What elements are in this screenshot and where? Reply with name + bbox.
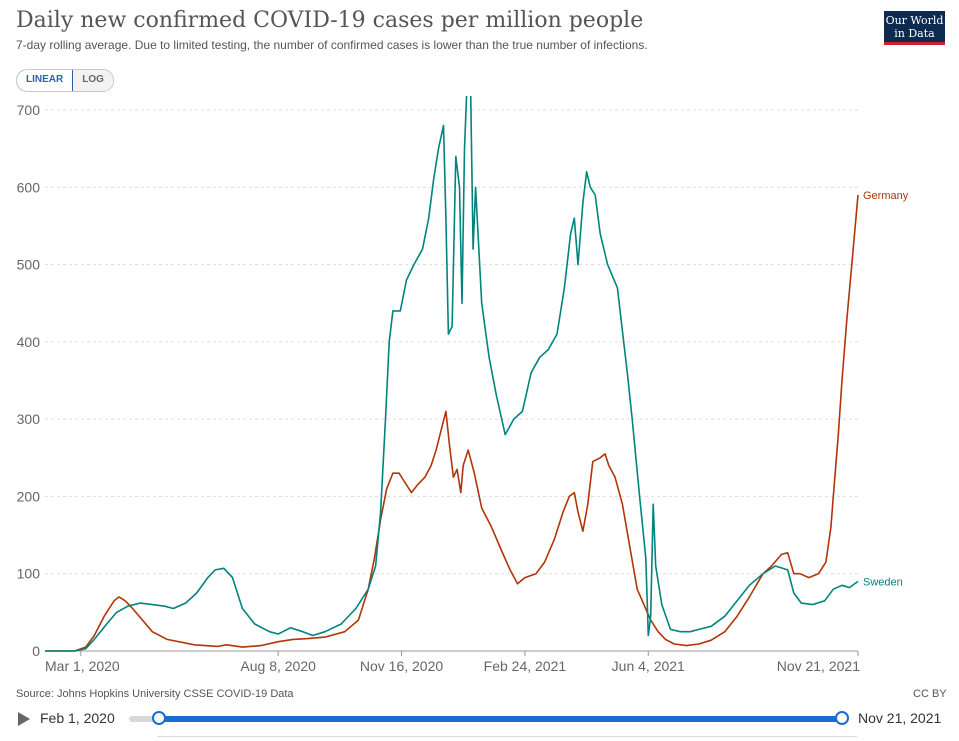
x-tick-label: Mar 1, 2020 [45,658,120,674]
series-line-germany [45,194,859,652]
license-label[interactable]: CC BY [913,688,947,700]
log-scale-button[interactable]: LOG [73,70,113,91]
series-label-germany: Germany [863,190,909,202]
x-tick-label: Aug 8, 2020 [240,658,316,674]
timeline-end-date: Nov 21, 2021 [858,710,942,726]
timeline-start-date: Feb 1, 2020 [40,710,115,726]
timeline-start-handle[interactable] [152,711,166,725]
y-tick-label: 600 [17,179,41,195]
divider [157,736,857,741]
logo-line-2: in Data [894,27,935,40]
y-tick-label: 500 [17,257,41,273]
timeline-selection[interactable] [160,716,842,722]
y-tick-label: 200 [17,488,41,504]
logo-line-1: Our World [885,14,944,27]
series-line-sweden [45,96,859,652]
x-tick-label: Feb 24, 2021 [484,658,567,674]
series-label-sweden: Sweden [863,576,903,588]
timeline-end-handle[interactable] [835,711,849,725]
chart-subtitle: 7-day rolling average. Due to limited te… [16,38,648,52]
scale-toggle: LINEAR LOG [16,69,114,92]
line-chart: 0 100 200 300 400 500 600 700 Mar 1, 2020 Aug 8, … [17,96,909,674]
x-tick-label: Nov 16, 2020 [360,658,443,674]
y-tick-label: 100 [17,566,41,582]
chart-title: Daily new confirmed COVID-19 cases per m… [16,8,644,33]
source-note[interactable]: Source: Johns Hopkins University CSSE CO… [16,688,294,700]
y-tick-label: 700 [17,102,41,118]
timeline-bar: Feb 1, 2020 Nov 21, 2021 [0,704,959,740]
linear-scale-button[interactable]: LINEAR [16,70,74,91]
y-tick-label: 300 [17,411,41,427]
play-icon[interactable] [18,712,30,726]
owid-logo[interactable]: Our World in Data [884,11,945,45]
y-tick-label: 0 [32,643,40,659]
x-tick-label: Jun 4, 2021 [612,658,685,674]
y-tick-label: 400 [17,334,41,350]
x-tick-label: Nov 21, 2021 [777,658,860,674]
